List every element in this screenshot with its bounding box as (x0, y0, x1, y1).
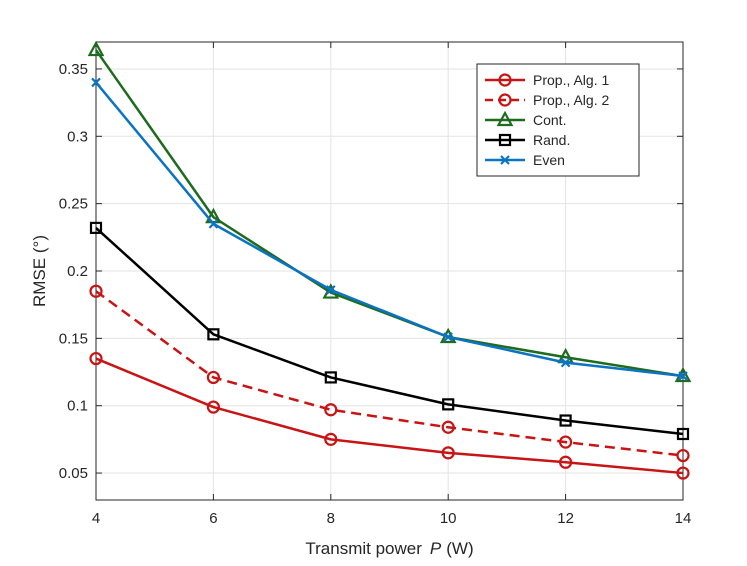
data-point (676, 448, 690, 463)
data-point (324, 371, 337, 384)
legend-label: Even (533, 152, 565, 168)
x-axis-label-unit: (W) (446, 539, 473, 558)
data-point (558, 435, 573, 449)
data-point (442, 398, 455, 411)
x-axis-label-symbol: P (430, 539, 442, 558)
x-tick-label: 14 (675, 510, 692, 527)
x-tick-label: 10 (440, 510, 457, 527)
data-point (326, 285, 336, 295)
series-0 (89, 351, 690, 480)
series-1 (89, 284, 690, 463)
data-point (443, 332, 453, 342)
x-tick-label: 6 (209, 510, 217, 527)
legend-marker (498, 93, 512, 107)
series-layer (87, 40, 692, 480)
y-tick-label: 0.35 (59, 61, 88, 78)
data-point (206, 400, 220, 414)
data-point (441, 420, 455, 434)
data-point (87, 40, 105, 57)
series-line (94, 49, 684, 378)
legend-marker (498, 133, 512, 147)
series-4 (91, 77, 688, 381)
series-line (95, 226, 684, 436)
legend-entry-3: Rand. (485, 132, 570, 148)
legend-entry-4: Even (485, 152, 565, 168)
data-point (207, 328, 220, 341)
y-axis-label: RMSE (°) (30, 235, 49, 307)
data-point (208, 219, 219, 229)
series-line (95, 290, 684, 457)
series-3 (89, 221, 690, 441)
y-tick-label: 0.25 (59, 196, 88, 213)
legend-marker (496, 110, 514, 127)
legend-marker (500, 155, 510, 165)
x-axis-label: Transmit power P (W) (305, 539, 473, 558)
series-line (95, 357, 684, 475)
data-point (324, 403, 338, 417)
data-point (559, 414, 572, 427)
legend-label: Prop., Alg. 1 (533, 72, 609, 88)
x-axis-label-prefix: Transmit power (305, 539, 422, 558)
data-point (676, 427, 690, 441)
axis-ticks: 4 6 8 10 12 14 0.05 0.1 0.15 0.2 0.25 0.3 0.35 (59, 42, 692, 527)
y-tick-label: 0.1 (67, 398, 88, 415)
data-point (89, 221, 103, 234)
data-point (89, 351, 103, 366)
legend-label: Rand. (533, 132, 570, 148)
legend-label: Cont. (533, 112, 566, 128)
legend-entry-2: Cont. (485, 110, 566, 128)
x-tick-label: 12 (557, 510, 574, 527)
data-point (89, 284, 103, 298)
y-tick-label: 0.15 (59, 330, 88, 347)
data-point (678, 371, 688, 381)
y-tick-label: 0.05 (59, 465, 88, 482)
x-tick-label: 4 (92, 510, 100, 527)
legend: Prop., Alg. 1 Prop., Alg. 2 Cont. Rand. Even (476, 63, 640, 177)
y-tick-label: 0.2 (67, 263, 88, 280)
x-tick-label: 8 (327, 510, 335, 527)
legend-entry-1: Prop., Alg. 2 (485, 92, 609, 108)
legend-label: Prop., Alg. 2 (533, 92, 609, 108)
legend-marker (498, 73, 512, 87)
legend-entry-0: Prop., Alg. 1 (485, 72, 609, 88)
data-point (558, 455, 573, 469)
data-point (91, 77, 101, 88)
data-point (560, 357, 571, 368)
series-line (95, 81, 684, 378)
data-point (324, 432, 338, 446)
data-point (676, 466, 690, 480)
y-tick-label: 0.3 (67, 128, 88, 145)
data-point (441, 446, 455, 460)
data-point (206, 370, 220, 385)
